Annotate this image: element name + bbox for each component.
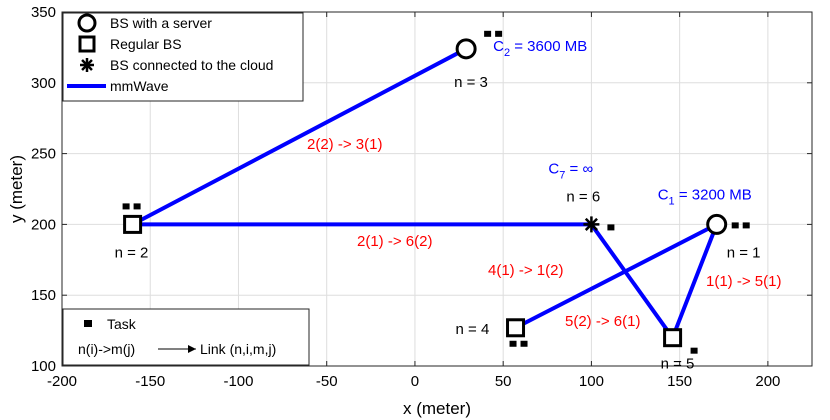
task-icon [607,224,615,231]
x-tick-label: -150 [135,373,165,390]
capacity-label-1: C1 = 3200 MB [658,186,752,207]
task-icon [509,340,517,347]
link-2-3 [130,46,469,227]
node-4-label: n = 4 [456,321,490,338]
y-tick-label: 350 [31,4,56,21]
x-tick-label: 150 [667,373,692,390]
legend-entry-label: Regular BS [110,36,182,52]
plot-frame [61,11,813,367]
link-label-2-3: 2(2) -> 3(1) [307,136,382,153]
task-icon [742,222,750,229]
legend-entry-label: BS with a server [110,15,212,31]
node-2-marker [123,214,143,234]
x-tick-label: 100 [579,373,604,390]
x-tick-label: -50 [316,373,338,390]
legend: BS with a server Regular BS BS connected t… [62,12,304,102]
task-icon [731,222,739,229]
task-icon [495,30,503,37]
legend2-box [62,308,310,366]
legend-task-marker [84,320,92,327]
y-tick-label: 250 [31,146,56,163]
legend-circle-marker [77,13,97,33]
link-label-2-6: 2(1) -> 6(2) [357,233,432,250]
x-tick-label: -200 [47,373,77,390]
node-6-label: n = 6 [566,188,600,205]
nodes [122,30,750,354]
legend-task-label: Task [107,316,137,332]
x-axis-label: x (meter) [403,399,471,418]
capacity-label-6: C7 = ∞ [548,160,593,181]
node-3-label: n = 3 [454,74,488,91]
x-tick-label: 50 [495,373,512,390]
legend-entry-label: mmWave [110,78,169,94]
task-icon [133,203,141,210]
y-tick-label: 200 [31,216,56,233]
task-icon [484,30,492,37]
legend-task-link: Task n(i)->m(j) Link (n,i,m,j) [62,308,310,366]
node-3-marker [455,38,477,60]
annotations: n = 1 n = 2 n = 3 n = 4 n = 5 n = 6 C1 = 3200 … [115,38,782,373]
node-1-marker [706,213,728,235]
node-5-marker [663,328,683,348]
node-6-marker [583,216,600,233]
link-4-1 [513,222,719,330]
x-tick-label: 200 [755,373,780,390]
asterisk-stroke [584,217,598,231]
y-axis-label: y (meter) [7,155,26,223]
x-tick-label: 0 [411,373,419,390]
asterisk-stroke [81,59,93,71]
node-4-marker [506,318,526,338]
x-tick-label: -100 [223,373,253,390]
capacity-label-3: C2 = 3600 MB [493,38,587,59]
legend-arrow-head [188,345,196,353]
y-tick-label: 150 [31,287,56,304]
y-tick-label: 100 [31,358,56,375]
task-icon [520,340,528,347]
legend-square-marker [78,35,96,53]
node-2-label: n = 2 [115,244,149,261]
node-5-label: n = 5 [661,356,695,373]
legend-link-format-left: n(i)->m(j) [78,341,135,357]
legend-entry-label: BS connected to the cloud [110,57,273,73]
legend-link-format-right: Link (n,i,m,j) [200,341,276,357]
link-label-6-5: 5(2) -> 6(1) [565,313,640,330]
legend-asterisk-marker [80,58,94,72]
y-tick-label: 300 [31,75,56,92]
task-icon [122,203,130,210]
link-1-5 [670,222,719,340]
node-1-label: n = 1 [727,244,761,261]
axes: -200 -150 -100 -50 0 50 100 150 200 100 150 200 250 3… [31,4,813,390]
link-6-5 [589,222,675,340]
links [130,46,719,340]
task-icon [690,347,698,354]
link-label-4-1: 4(1) -> 1(2) [488,262,563,279]
link-label-1-5: 1(1) -> 5(1) [706,273,781,290]
